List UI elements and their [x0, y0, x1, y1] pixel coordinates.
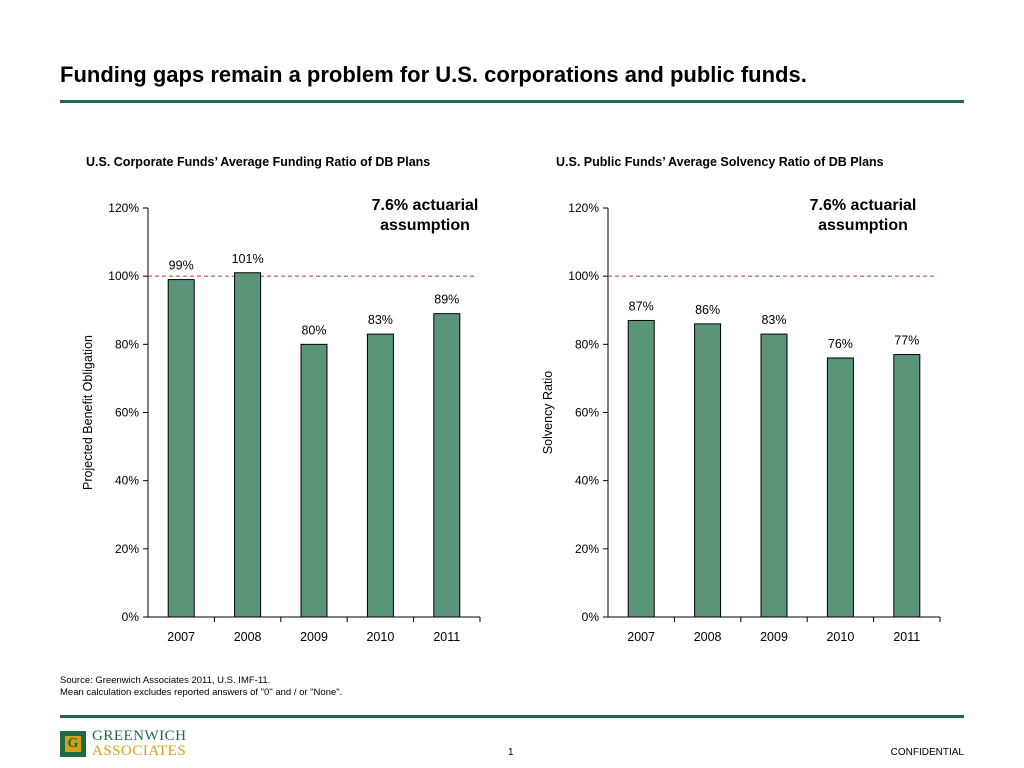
x-tick-label: 2009 [760, 630, 788, 644]
y-tick-label: 120% [568, 201, 599, 215]
y-axis-label: Solvency Ratio [541, 371, 555, 454]
bar-2009 [760, 333, 788, 618]
data-label: 87% [629, 299, 654, 313]
x-tick-label: 2008 [234, 630, 262, 644]
logo-line-1: GREENWICH [92, 728, 187, 744]
data-label: 83% [761, 313, 786, 327]
y-tick-label: 40% [115, 474, 139, 488]
y-tick-label: 20% [115, 542, 139, 556]
y-tick-label: 60% [115, 406, 139, 420]
confidential-label: CONFIDENTIAL [890, 747, 964, 758]
bar-2010 [366, 333, 394, 618]
y-tick-label: 0% [122, 610, 140, 624]
chart-title-corporate: U.S. Corporate Funds’ Average Funding Ra… [86, 155, 431, 169]
source-line-2: Mean calculation excludes reported answe… [60, 687, 343, 698]
chart-title-public: U.S. Public Funds’ Average Solvency Rati… [556, 155, 884, 169]
title-rule [60, 100, 964, 103]
x-tick-label: 2010 [826, 630, 854, 644]
x-tick-label: 2011 [893, 630, 920, 644]
bar-2009 [300, 343, 328, 618]
source-note: Source: Greenwich Associates 2011, U.S. … [60, 675, 342, 699]
y-tick-label: 60% [575, 406, 599, 420]
logo-line-2: ASSOCIATES [92, 743, 187, 759]
bar-2007 [627, 319, 655, 618]
y-tick-label: 40% [575, 474, 599, 488]
bar-2007 [167, 279, 195, 618]
y-tick-label: 100% [108, 269, 139, 283]
x-tick-label: 2008 [694, 630, 722, 644]
logo-mark-icon: G [60, 731, 86, 757]
footer-rule [60, 715, 964, 718]
corporate-funding-chart: 0% 20% 40% 60% 80% 100% 120% Projected Benefit … [81, 197, 481, 644]
bar-2008 [694, 323, 722, 618]
bar-2011 [893, 354, 921, 618]
y-tick-label: 20% [575, 542, 599, 556]
logo-letter: G [65, 736, 81, 752]
y-tick-label: 100% [568, 269, 599, 283]
public-solvency-chart: 0% 20% 40% 60% 80% 100% 120% Solvency Ratio 2007… [541, 197, 941, 644]
slide-title: Funding gaps remain a problem for U.S. c… [60, 62, 807, 87]
greenwich-logo: G GREENWICH ASSOCIATES [60, 729, 187, 759]
data-label: 76% [828, 337, 853, 351]
annotation-line: assumption [818, 217, 908, 234]
y-tick-label: 120% [108, 201, 139, 215]
data-label: 80% [301, 323, 326, 337]
data-label: 86% [695, 303, 720, 317]
logo-wordmark: GREENWICH ASSOCIATES [92, 729, 187, 759]
data-label: 89% [434, 293, 459, 307]
bar-2008 [234, 272, 262, 618]
y-axis-label: Projected Benefit Obligation [81, 335, 95, 490]
annotation-line: 7.6% actuarial [810, 197, 917, 214]
data-label: 99% [169, 259, 194, 273]
y-tick-label: 80% [115, 337, 139, 351]
y-tick-label: 0% [582, 610, 600, 624]
x-tick-label: 2011 [433, 630, 460, 644]
x-tick-label: 2010 [366, 630, 394, 644]
page-number: 1 [508, 747, 514, 758]
annotation-line: 7.6% actuarial [372, 197, 479, 214]
bar-2011 [433, 313, 461, 618]
data-label: 83% [368, 313, 393, 327]
data-label: 77% [894, 334, 919, 348]
data-label: 101% [232, 252, 264, 266]
x-tick-label: 2007 [627, 630, 655, 644]
x-tick-label: 2009 [300, 630, 328, 644]
x-tick-label: 2007 [167, 630, 195, 644]
annotation-line: assumption [380, 217, 470, 234]
bar-2010 [826, 357, 854, 618]
source-line-1: Source: Greenwich Associates 2011, U.S. … [60, 675, 271, 686]
y-tick-label: 80% [575, 337, 599, 351]
